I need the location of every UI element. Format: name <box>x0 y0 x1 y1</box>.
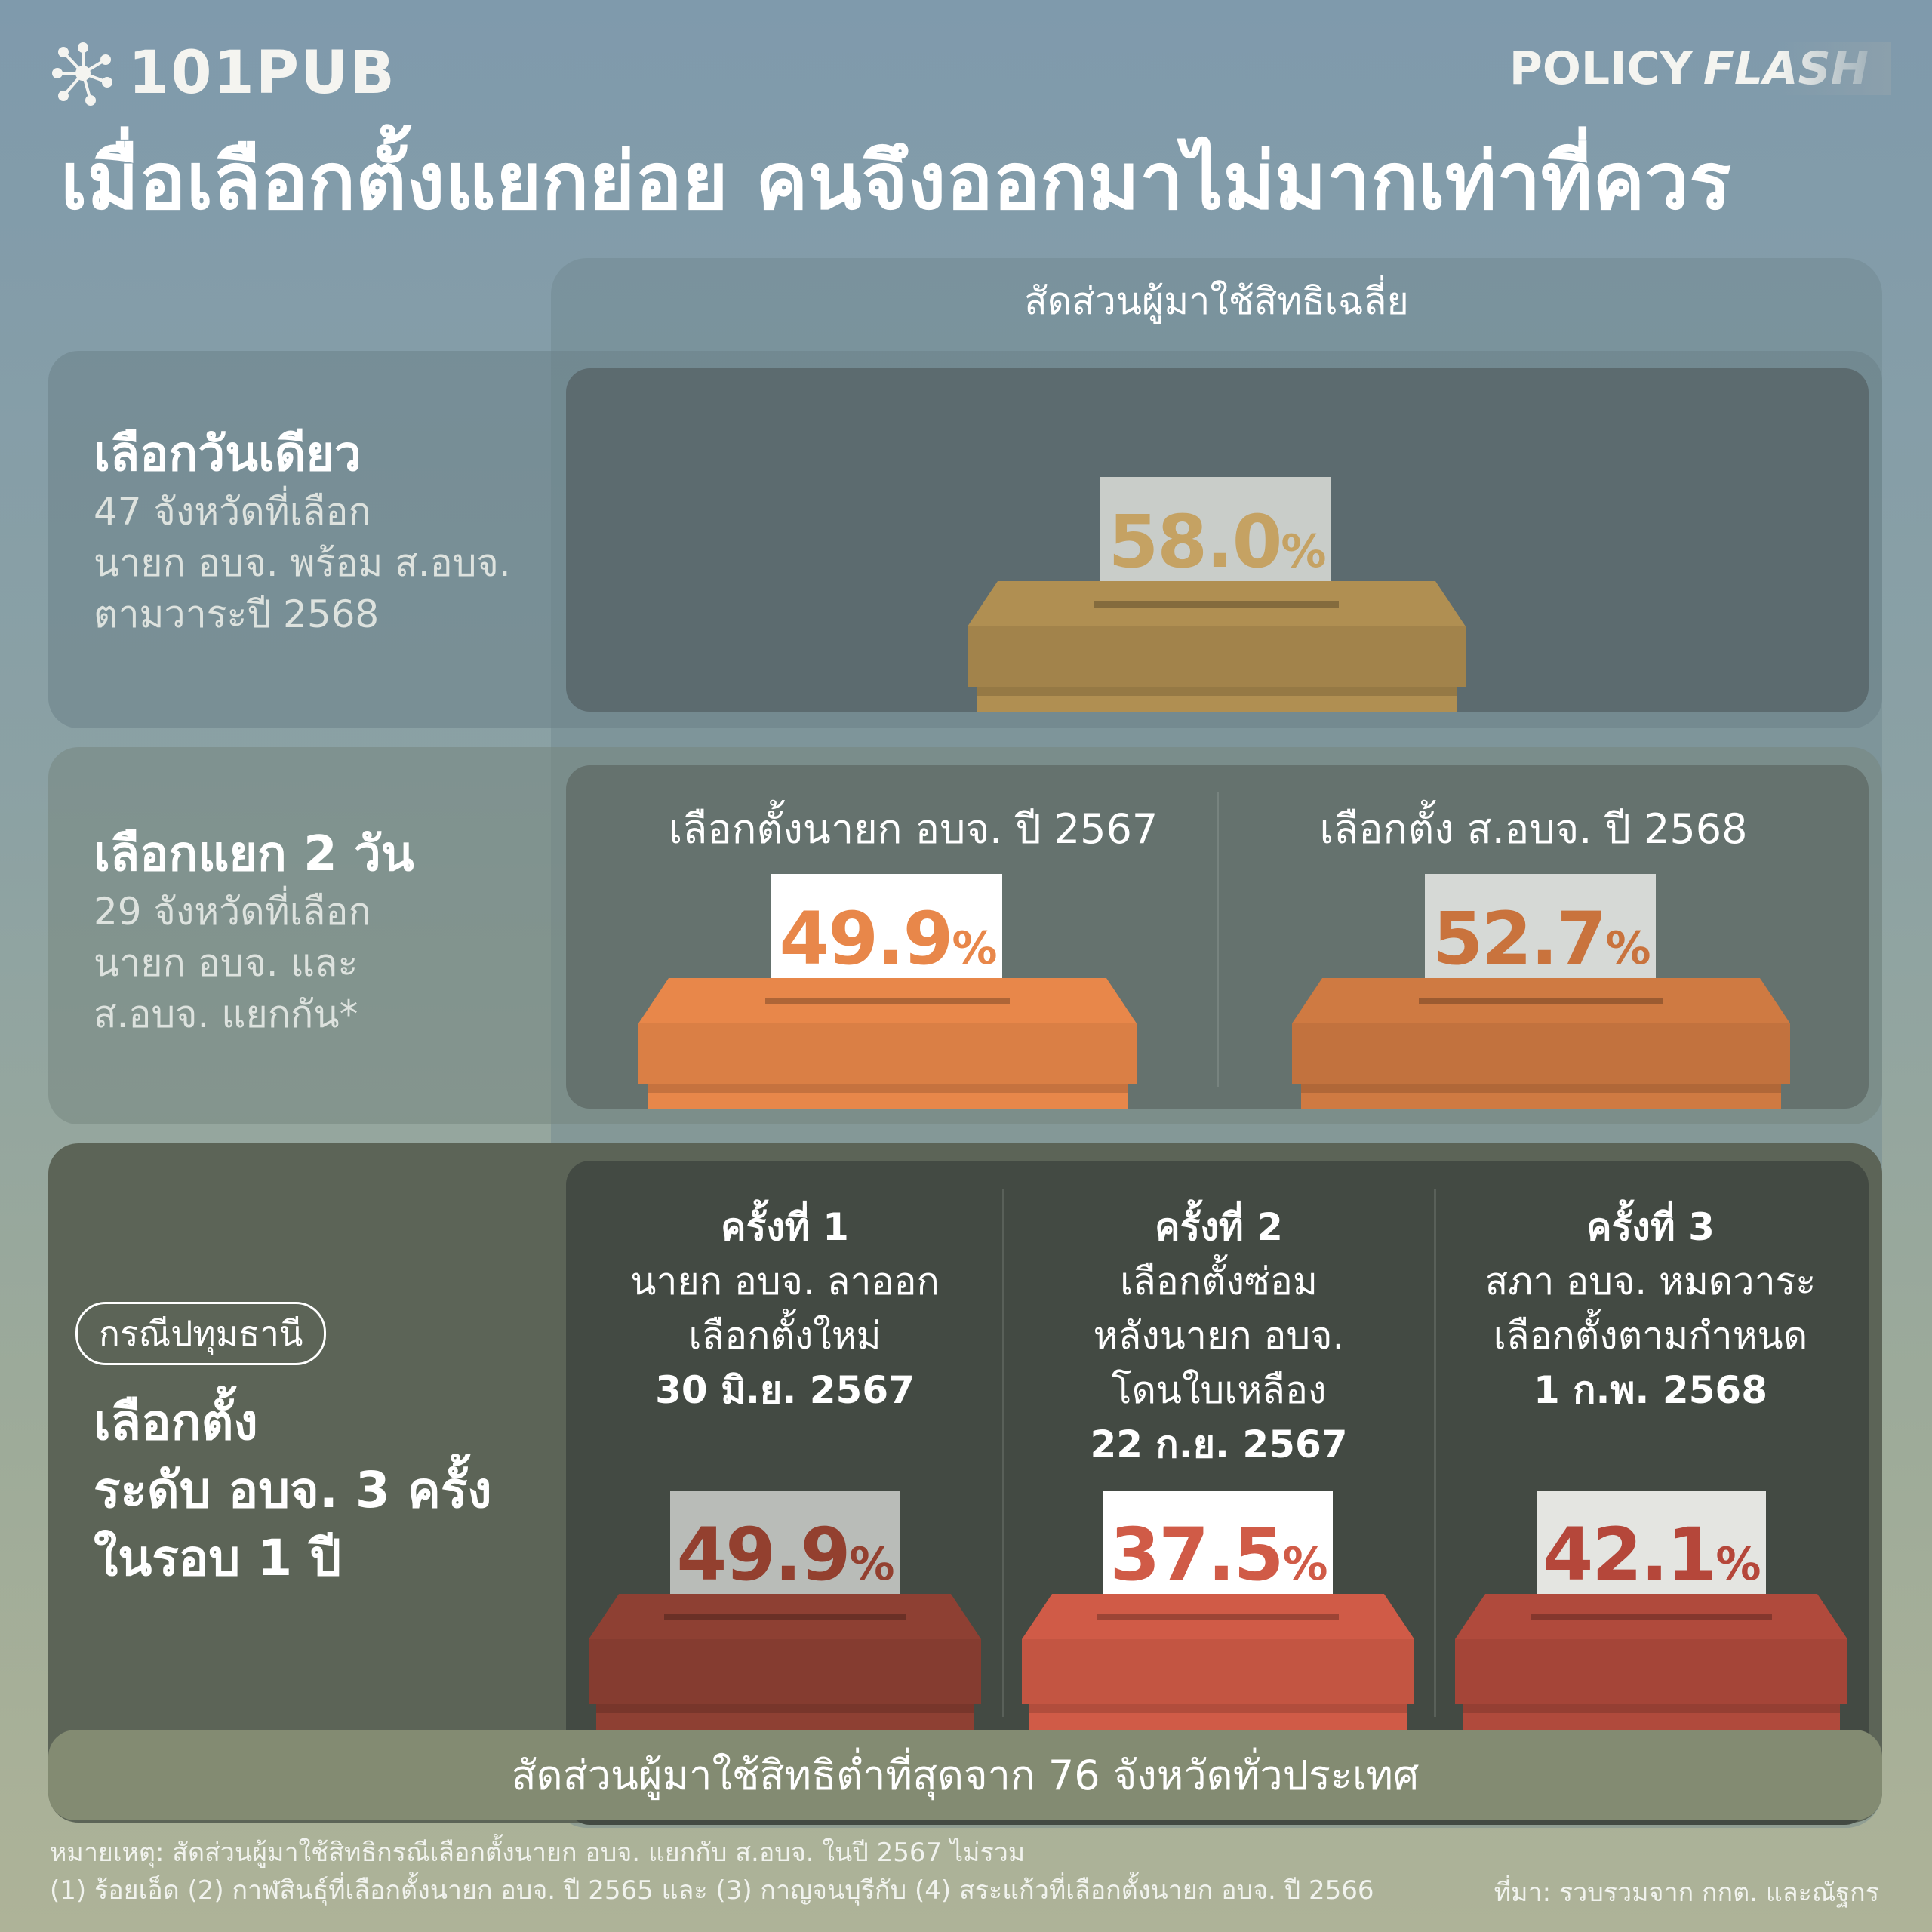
row-two-days-sub-3: ส.อบจ. แยกกัน* <box>94 992 358 1036</box>
case-3-desc-1: สภา อบจ. หมดวาระ <box>1484 1260 1817 1303</box>
row-pathum-title-2: ระดับ อบจ. 3 ครั้ง <box>94 1461 492 1519</box>
row-two-divider <box>1217 792 1219 1087</box>
ballot-pct-one-day: 58.0% <box>968 500 1466 584</box>
case-2-desc-1: เลือกตั้งซ่อม <box>1120 1260 1318 1303</box>
case-2-desc-2: หลังนายก อบจ. <box>1093 1314 1345 1358</box>
ballot-pct-mayor-2567: 49.9% <box>638 897 1137 981</box>
ballot-value-mayor-2567: 49.9 <box>779 897 954 981</box>
ballot-pct-case-3: 42.1% <box>1455 1512 1847 1597</box>
ballot-box-case-1: 49.9% <box>589 1491 981 1730</box>
case-2-head: ครั้งที่ 2 <box>1155 1205 1283 1249</box>
ballot-box-council-2568: 52.7% <box>1292 874 1790 1109</box>
row-two-days-text: เลือกแยก 2 วัน 29 จังหวัดที่เลือก นายก อ… <box>94 823 414 1040</box>
ballot-unit-case-3: % <box>1715 1538 1761 1591</box>
series-label: POLICY FLASH <box>1509 42 1891 95</box>
ballot-value-case-3: 42.1 <box>1543 1512 1718 1597</box>
network-node-icon <box>52 42 112 106</box>
ballot-unit-one-day: % <box>1281 525 1326 578</box>
row-three-divider-1 <box>1002 1189 1004 1717</box>
case-3-date: 1 ก.พ. 2568 <box>1534 1368 1767 1412</box>
row-one-day-sub-3: ตามวาระปี 2568 <box>94 592 380 636</box>
ballot-box-shape <box>638 874 1137 1109</box>
footnote: หมายเหตุ: สัดส่วนผู้มาใช้สิทธิกรณีเลือกต… <box>50 1834 1374 1909</box>
col-label-mayor-2567: เลือกตั้งนายก อบจ. ปี 2567 <box>668 805 1158 853</box>
ballot-box-shape <box>1292 874 1790 1109</box>
ballot-box-one-day: 58.0% <box>968 477 1466 712</box>
source-credit: ที่มา: รวบรวมจาก กกต. และณัฐกร <box>1494 1878 1879 1908</box>
case-1-desc-2: เลือกตั้งใหม่ <box>688 1314 881 1358</box>
row-pathum-title-3: ในรอบ 1 ปี <box>94 1529 342 1587</box>
case-2-desc-3: โดนใบเหลือง <box>1111 1368 1327 1412</box>
ballot-unit-case-2: % <box>1282 1538 1327 1591</box>
ballot-box-shape <box>1455 1491 1847 1730</box>
ballot-box-case-2: 37.5% <box>1022 1491 1414 1730</box>
row-one-day-sub-2: นายก อบจ. พร้อม ส.อบจ. <box>94 541 511 585</box>
footnote-line-1: หมายเหตุ: สัดส่วนผู้มาใช้สิทธิกรณีเลือกต… <box>50 1838 1026 1868</box>
ballot-pct-council-2568: 52.7% <box>1292 897 1790 981</box>
lowest-turnout-bar: สัดส่วนผู้มาใช้สิทธิต่ำที่สุดจาก 76 จังห… <box>48 1730 1882 1820</box>
row-two-days-sub-1: 29 จังหวัดที่เลือก <box>94 890 371 934</box>
case-3-head: ครั้งที่ 3 <box>1586 1205 1715 1249</box>
case-1-date: 30 มิ.ย. 2567 <box>655 1368 915 1412</box>
ballot-value-one-day: 58.0 <box>1108 500 1283 584</box>
case-2-text: ครั้งที่ 2 เลือกตั้งซ่อม หลังนายก อบจ. โ… <box>1005 1200 1432 1472</box>
case-1-desc-1: นายก อบจ. ลาออก <box>630 1260 940 1303</box>
ballot-pct-case-2: 37.5% <box>1022 1512 1414 1597</box>
ballot-unit-case-1: % <box>849 1538 894 1591</box>
ballot-box-case-3: 42.1% <box>1455 1491 1847 1730</box>
row-one-day-sub-1: 47 จังหวัดที่เลือก <box>94 490 371 534</box>
case-1-head: ครั้งที่ 1 <box>721 1205 849 1249</box>
case-3-text: ครั้งที่ 3 สภา อบจ. หมดวาระ เลือกตั้งตาม… <box>1437 1200 1864 1417</box>
ballot-box-shape <box>1022 1491 1414 1730</box>
row-one-day-title: เลือกวันเดียว <box>94 426 361 482</box>
brand-logo: 101PUB <box>50 39 396 107</box>
col-label-council-2568: เลือกตั้ง ส.อบจ. ปี 2568 <box>1319 805 1748 853</box>
column-header: สัดส่วนผู้มาใช้สิทธิเฉลี่ย <box>1024 279 1409 323</box>
ballot-unit-council-2568: % <box>1605 922 1651 975</box>
ballot-box-mayor-2567: 49.9% <box>638 874 1137 1109</box>
lowest-turnout-text: สัดส่วนผู้มาใช้สิทธิต่ำที่สุดจาก 76 จังห… <box>511 1752 1420 1799</box>
footnote-line-2: (1) ร้อยเอ็ด (2) กาฬสินธุ์ที่เลือกตั้งนา… <box>50 1875 1374 1906</box>
ballot-box-shape <box>589 1491 981 1730</box>
ballot-box-shape <box>968 477 1466 712</box>
ballot-unit-mayor-2567: % <box>952 922 997 975</box>
row-three-divider-2 <box>1434 1189 1436 1717</box>
series-policy: POLICY <box>1509 42 1693 95</box>
case-3-desc-2: เลือกตั้งตามกำหนด <box>1493 1314 1808 1358</box>
row-pathum-text: เลือกตั้ง ระดับ อบจ. 3 ครั้ง ในรอบ 1 ปี <box>94 1389 492 1592</box>
case-pill: กรณีปทุมธานี <box>75 1302 327 1365</box>
brand-name: 101PUB <box>128 39 396 107</box>
row-two-days-sub-2: นายก อบจ. และ <box>94 941 358 985</box>
row-two-days-title: เลือกแยก 2 วัน <box>94 826 414 882</box>
ballot-pct-case-1: 49.9% <box>589 1512 981 1597</box>
ballot-value-case-1: 49.9 <box>676 1512 851 1597</box>
case-2-date: 22 ก.ย. 2567 <box>1090 1423 1348 1466</box>
row-one-day-text: เลือกวันเดียว 47 จังหวัดที่เลือก นายก อบ… <box>94 423 511 640</box>
row-pathum-title-1: เลือกตั้ง <box>94 1393 258 1451</box>
case-1-text: ครั้งที่ 1 นายก อบจ. ลาออก เลือกตั้งใหม่… <box>574 1200 996 1417</box>
ballot-value-council-2568: 52.7 <box>1432 897 1607 981</box>
series-fade <box>1778 42 1891 95</box>
page-title: เมื่อเลือกตั้งแยกย่อย คนจึงออกมาไม่มากเท… <box>60 135 1731 227</box>
ballot-value-case-2: 37.5 <box>1109 1512 1284 1597</box>
